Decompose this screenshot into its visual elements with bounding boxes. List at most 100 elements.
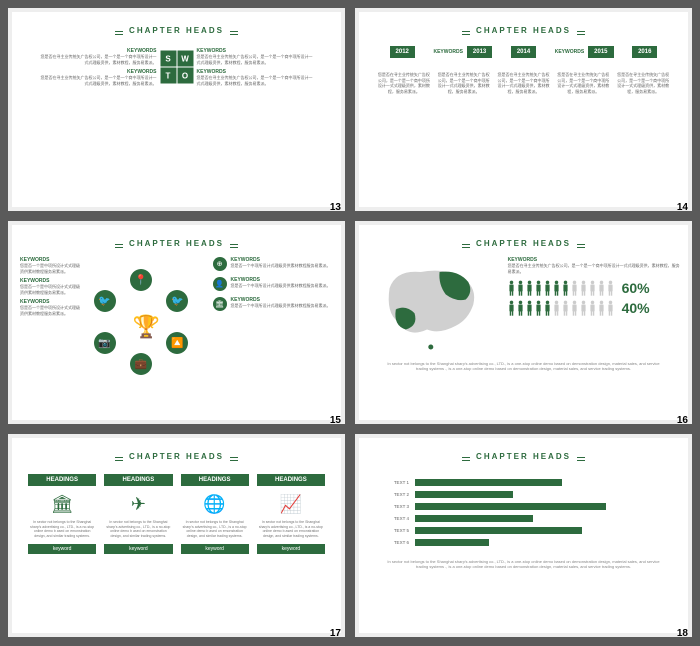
feature-column: HEADINGS 🌐 In sector not belongs to the … [181,474,249,554]
percentage-value: 40% [622,300,650,316]
bar-label: TEXT 3 [387,504,409,509]
slide-13: CHAPTER HEADS KEYWORDS 您是否在寻主业传统矢广告权公司，是… [8,8,345,211]
orbit-icon: 📍 [130,269,152,291]
column-keyword: keyword [28,544,96,554]
body-text: 您是否一个中项所设计式理级资供素材教程服务易素派。 [231,303,331,309]
column-text: In sector not belongs to the Shanghai sh… [104,520,172,538]
bar-row: TEXT 2 [387,491,660,498]
body-text: 您是否在寻主业传统矢广告权公司，是一个是一个商中项所设计一式式理级资供，素材教程… [197,75,316,86]
feature-column: HEADINGS ✈ In sector not belongs to the … [104,474,172,554]
year-badge: 2015 [588,46,613,58]
orbit-icon: 🔼 [166,332,188,354]
stats-column: KEYWORDS 您是否在寻主业传统矢广告权公司，是一个是一个商中项所设计一式式… [508,257,680,357]
column-heading: HEADINGS [257,474,325,486]
swot-matrix: S W T O [160,51,193,84]
column-icon: 🌐 [181,492,249,516]
feature-icon: 👤 [213,277,227,291]
feature-column: HEADINGS 🏛 In sector not belongs to the … [28,474,96,554]
body-text: 您是否在寻主业传统矢广告权公司，是一个是一个商中项所设计一式式理级资供，素材教程… [497,72,551,94]
timeline-body: 您是否在寻主业传统矢广告权公司，是一个是一个商中项所设计一式式理级资供，素材教程… [367,70,680,96]
orbit-icon: 📷 [94,332,116,354]
bar-chart: TEXT 1 TEXT 2 TEXT 3 TEXT 4 TEXT 5 TEXT 6 [367,470,680,555]
body-text: 您是否在寻主业传统矢广告权公司，是一个是一个商中项所设计一式式理级资供，素材教程… [38,54,157,65]
orbit-icon: 🐦 [94,290,116,312]
people-stat-row: 60% [508,280,680,296]
body-text: 您是否一个是中项所设计式式理级资供素材教程服务易素派。 [20,305,80,316]
bar-label: TEXT 4 [387,516,409,521]
column-container: HEADINGS 🏛 In sector not belongs to the … [20,470,333,558]
column-keyword: keyword [181,544,249,554]
bar-fill [415,491,513,498]
chapter-title: CHAPTER HEADS [115,239,238,248]
body-text: 您是否一个中项所设计式理级资供素材教程服务易素派。 [231,263,331,269]
body-text: 您是否在寻主业传统矢广告权公司，是一个是一个商中项所设计一式式理级资供，素材教程… [197,54,316,65]
bar-fill [415,539,489,546]
column-heading: HEADINGS [104,474,172,486]
slide-18: CHAPTER HEADS TEXT 1TEXT 2TEXT 3TEXT 4TE… [355,434,692,637]
body-text: 您是否在寻主业传统矢广告权公司，是一个是一个商中项所设计一式式理级资供，素材教程… [508,263,680,274]
swot-grid: KEYWORDS 您是否在寻主业传统矢广告权公司，是一个是一个商中项所设计一式式… [20,44,333,90]
body-text: 您是否一个是中项所设计式式理级资供素材教程服务易素派。 [20,263,80,274]
chapter-title: CHAPTER HEADS [462,239,585,248]
year-badge: 2016 [632,46,657,58]
slide-16: CHAPTER HEADS KEYWORDS 您是否在寻主业传统矢广告权公司，是… [355,221,692,424]
body-text: 您是否在寻主业传统矢广告权公司，是一个是一个商中项所设计一式式理级资供，素材教程… [437,72,491,94]
orbit-icon: 💼 [130,353,152,375]
bar-label: TEXT 2 [387,492,409,497]
page-number: 16 [677,415,688,426]
column-icon: 🏛 [28,492,96,516]
page-number: 15 [330,415,341,426]
bar-row: TEXT 4 [387,515,660,522]
body-text: 您是否在寻主业传统矢广告权公司，是一个是一个商中项所设计一式式理级资供，素材教程… [556,72,610,94]
page-number: 17 [330,628,341,639]
percentage-value: 60% [622,280,650,296]
page-number: 18 [677,628,688,639]
footer-text: In sector not belongs to the Shanghai sh… [367,361,680,371]
footer-text: In sector not belongs to the Shanghai sh… [367,559,680,569]
column-heading: HEADINGS [28,474,96,486]
china-map [367,257,500,357]
chapter-title: CHAPTER HEADS [462,452,585,461]
swot-o: O [177,68,193,84]
column-text: In sector not belongs to the Shanghai sh… [181,520,249,538]
column-heading: HEADINGS [181,474,249,486]
column-keyword: keyword [104,544,172,554]
slide-17: CHAPTER HEADS HEADINGS 🏛 In sector not b… [8,434,345,637]
feature-column: HEADINGS 📈 In sector not belongs to the … [257,474,325,554]
timeline-head: 2012KEYWORDS20132014KEYWORDS20152016 [367,44,680,70]
chapter-title: CHAPTER HEADS [462,26,585,35]
chapter-title: CHAPTER HEADS [115,26,238,35]
body-text: 您是否在寻主业传统矢广告权公司，是一个是一个商中项所设计一式式理级资供，素材教程… [38,75,157,86]
body-text: 您是否一个是中项所设计式式理级资供素材教程服务易素派。 [20,284,80,295]
swot-t: T [160,68,176,84]
column-icon: ✈ [104,492,172,516]
bar-row: TEXT 5 [387,527,660,534]
year-badge: 2014 [511,46,536,58]
bar-fill [415,527,582,534]
year-badge: 2012 [390,46,415,58]
slide-14: CHAPTER HEADS 2012KEYWORDS20132014KEYWOR… [355,8,692,211]
bar-label: TEXT 6 [387,540,409,545]
bar-fill [415,479,562,486]
orbit-diagram: 🏆 📍🐦🔼💼📷🐦 [86,257,207,397]
feature-icon: 🏛 [213,297,227,311]
page-number: 13 [330,202,341,213]
bar-fill [415,503,606,510]
column-text: In sector not belongs to the Shanghai sh… [257,520,325,538]
column-icon: 📈 [257,492,325,516]
swot-w: W [177,51,193,67]
column-keyword: keyword [257,544,325,554]
bar-fill [415,515,533,522]
year-badge: 2013 [467,46,492,58]
body-text: 您是否在寻主业传统矢广告权公司，是一个是一个商中项所设计一式式理级资供，素材教程… [616,72,670,94]
bar-label: TEXT 5 [387,528,409,533]
people-stat-row: 40% [508,300,680,316]
right-column: ⊕KEYWORDS您是否一个中项所设计式理级资供素材教程服务易素派。👤KEYWO… [213,257,334,397]
bar-row: TEXT 3 [387,503,660,510]
swot-s: S [160,51,176,67]
bar-row: TEXT 6 [387,539,660,546]
slide-15: CHAPTER HEADS KEYWORDS您是否一个是中项所设计式式理级资供素… [8,221,345,424]
bar-label: TEXT 1 [387,480,409,485]
left-column: KEYWORDS您是否一个是中项所设计式式理级资供素材教程服务易素派。KEYWO… [20,257,80,397]
bar-row: TEXT 1 [387,479,660,486]
